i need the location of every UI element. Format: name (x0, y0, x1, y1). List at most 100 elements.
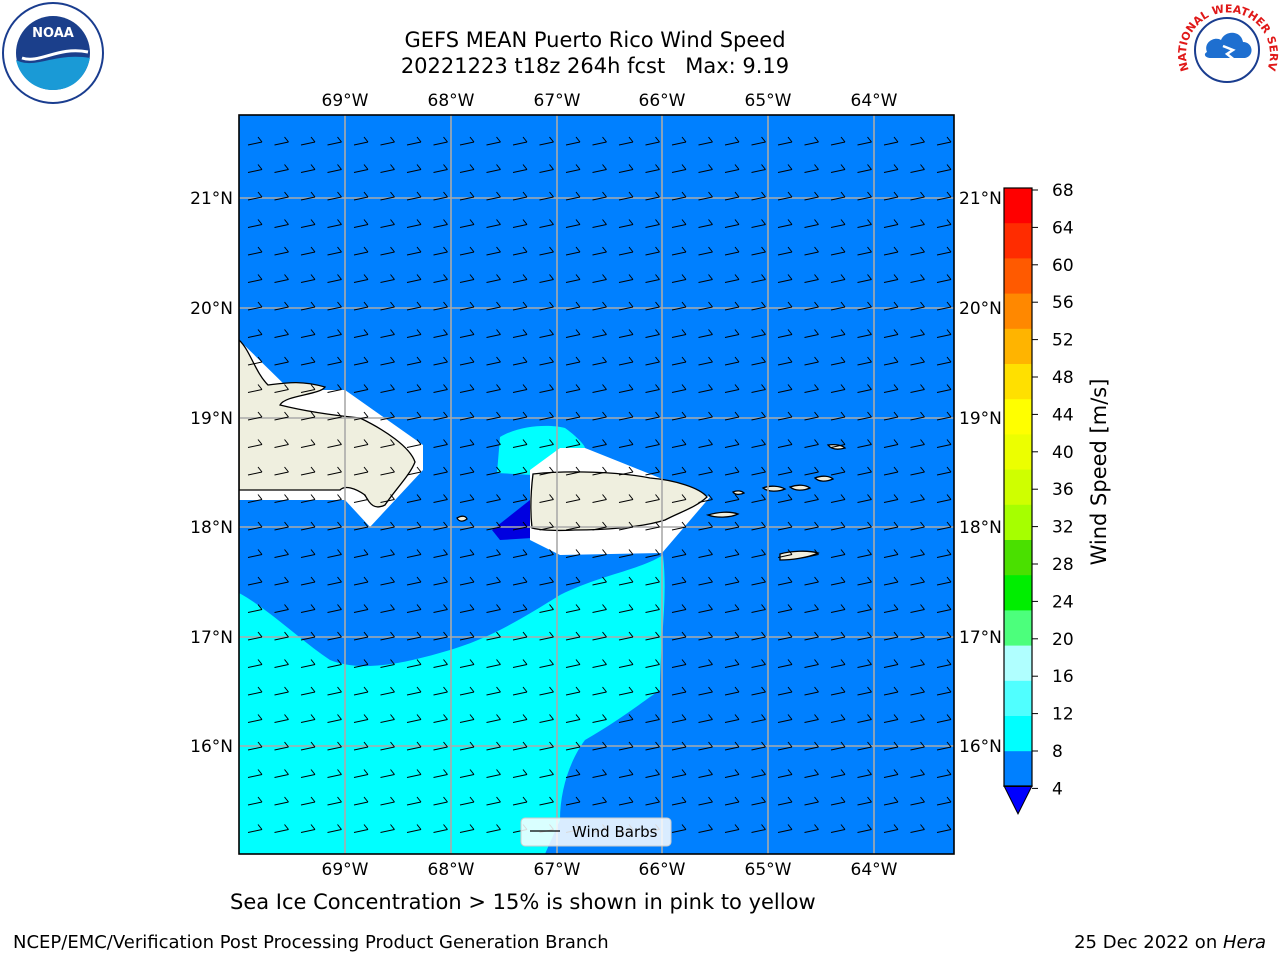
wind-barb (804, 439, 819, 448)
wind-barb (433, 274, 448, 283)
wind-barb (406, 769, 422, 778)
wind-barb (618, 329, 634, 338)
wind-barb (300, 604, 316, 613)
wind-barb (936, 164, 952, 173)
wind-barb (724, 466, 740, 476)
mona-island (456, 515, 468, 522)
wind-barb (406, 494, 422, 503)
wind-barb (936, 686, 952, 696)
wind-barb (433, 796, 448, 806)
footer-date: 25 Dec 2022 on Hera (1074, 932, 1266, 953)
wind-barb (751, 494, 766, 503)
wind-barb (459, 796, 475, 806)
wind-barb (592, 796, 607, 806)
wind-barb (459, 246, 475, 256)
wind-barb (910, 274, 925, 283)
wind-barb (645, 576, 660, 586)
wind-barb (353, 576, 369, 586)
wind-barb (300, 384, 316, 393)
wind-barb (645, 411, 660, 421)
latitude-labels-left: 21°N 20°N 19°N 18°N 17°N 16°N (190, 189, 233, 757)
wind-barb (698, 246, 713, 256)
wind-barb (274, 521, 289, 531)
lon-label-top: 66°W (639, 91, 686, 111)
wind-barb (459, 329, 475, 338)
wind-barb (857, 356, 872, 366)
wind-barb (698, 219, 713, 228)
map-panel (239, 115, 954, 854)
wind-barb (380, 631, 395, 641)
wind-barb (777, 824, 793, 833)
wind-barb (539, 686, 554, 696)
wind-barb (936, 741, 952, 751)
wind-barb (486, 494, 501, 503)
wind-barb (777, 796, 793, 806)
wind-barb (645, 191, 660, 201)
wind-barb (247, 659, 263, 668)
wind-barb (512, 796, 528, 806)
nws-logo: NATIONAL WEATHER SERVICE (1175, 0, 1280, 96)
wind-barb (857, 604, 872, 613)
colorbar-segment (1004, 328, 1032, 365)
wind-barb (618, 549, 634, 558)
wind-barb (830, 246, 846, 256)
wind-barb (645, 329, 660, 338)
wind-barb (353, 604, 369, 613)
lon-label-top: 64°W (851, 91, 898, 111)
wind-barb (512, 329, 528, 338)
wind-barb (406, 604, 422, 613)
wind-barb (645, 274, 660, 283)
wind-barb (512, 384, 528, 393)
wind-barb (433, 631, 448, 641)
wind-barb (883, 329, 899, 338)
wind-barb (751, 384, 766, 393)
wind-barb (353, 521, 369, 531)
wind-barb (327, 494, 342, 503)
wind-barb (327, 686, 342, 696)
wind-barb (486, 576, 501, 586)
wind-barb (645, 301, 660, 311)
wind-barb (300, 659, 316, 668)
wind-barb (804, 604, 819, 613)
wind-barb (486, 164, 501, 173)
colorbar-tick-label: 44 (1052, 405, 1074, 425)
wind-barb (910, 824, 925, 833)
wind-barb (698, 686, 713, 696)
wind-barb (539, 714, 554, 723)
wind-barb (406, 439, 422, 448)
wind-barb (618, 411, 634, 421)
colorbar-tick-label: 20 (1052, 630, 1074, 650)
wind-barb (698, 191, 713, 201)
wind-barb (327, 824, 342, 833)
wind-barb (459, 301, 475, 311)
wind-barb (830, 301, 846, 311)
wind-barb (751, 824, 766, 833)
wind-barb (804, 686, 819, 696)
wind-barb (751, 219, 766, 228)
wind-barb (274, 659, 289, 668)
wind-barb (777, 246, 793, 256)
wind-barb (857, 191, 872, 201)
wind-barbs (247, 136, 952, 833)
lat-label-left: 21°N (190, 189, 233, 209)
wind-barb (512, 521, 528, 531)
colorbar-tick-label: 56 (1052, 293, 1074, 313)
wind-barb (804, 384, 819, 393)
lon-label-bottom: 67°W (534, 860, 581, 880)
wind-barb (380, 164, 395, 173)
wind-barb (380, 246, 395, 256)
wind-barb (565, 246, 581, 256)
wind-barb (433, 301, 448, 311)
lon-label-bottom: 69°W (322, 860, 369, 880)
wind-barb (618, 439, 634, 448)
colorbar-tick-label: 60 (1052, 256, 1074, 276)
wind-barb (300, 411, 316, 421)
wind-barb (327, 356, 342, 366)
wind-barb (353, 466, 369, 476)
wind-barb (274, 824, 289, 833)
wind-barb (618, 164, 634, 173)
wind-barb (565, 301, 581, 311)
wind-barb (353, 741, 369, 751)
wind-barb (565, 494, 581, 503)
wind-barb (565, 136, 581, 146)
